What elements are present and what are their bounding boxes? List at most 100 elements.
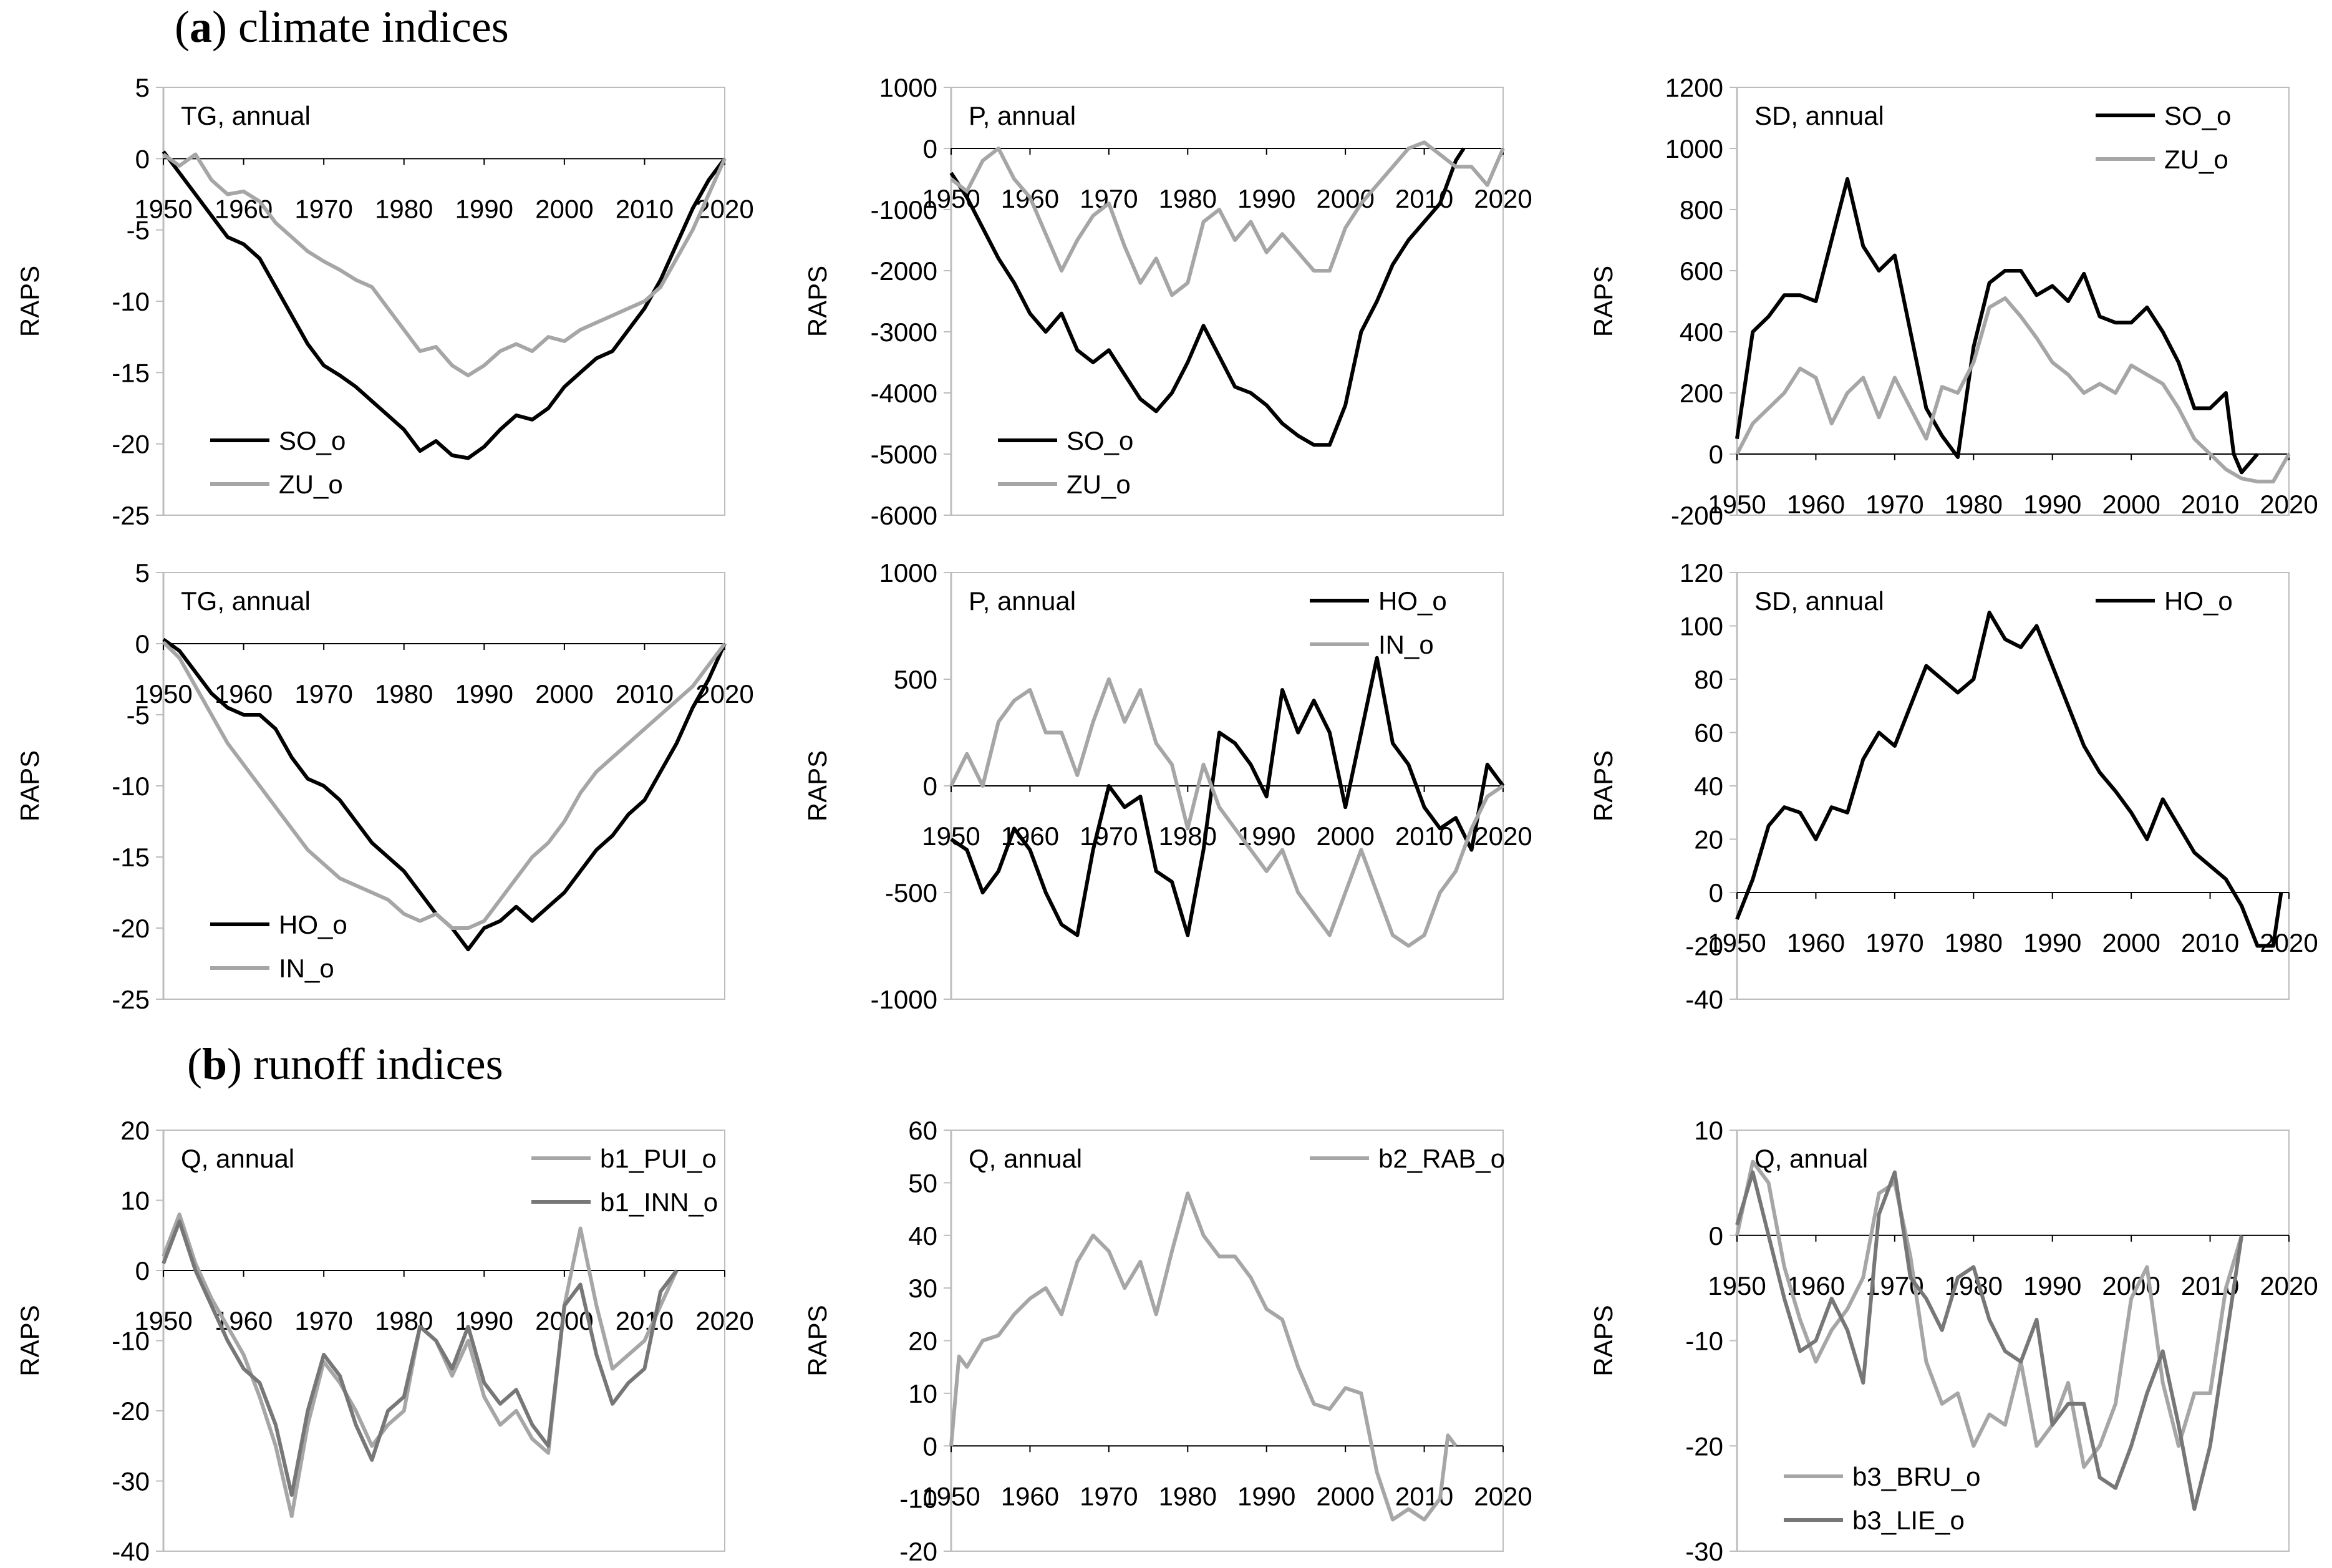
legend-label: SO_o (2164, 101, 2231, 130)
y-axis-label: RAPS (1589, 1305, 1618, 1376)
y-tick-label: 50 (908, 1168, 937, 1198)
y-tick-label: 20 (1694, 825, 1723, 854)
series-line-ZU_o (950, 140, 1505, 298)
y-tick-label: -1000 (871, 195, 937, 225)
y-axis-label: RAPS (803, 1305, 832, 1376)
x-tick-label: 1950 (1708, 928, 1766, 957)
x-tick-label: 2000 (1316, 821, 1374, 851)
y-tick-label: -40 (112, 1537, 150, 1566)
legend-label: HO_o (2164, 586, 2233, 616)
legend-label: SO_o (1067, 426, 1133, 455)
y-tick-label: -20 (112, 914, 150, 943)
x-tick-label: 1970 (1080, 1481, 1138, 1511)
x-tick-label: 1980 (375, 679, 433, 709)
y-tick-label: 200 (1680, 379, 1723, 408)
x-tick-label: 1990 (2023, 1271, 2081, 1300)
x-tick-label: 1950 (1708, 490, 1766, 519)
x-tick-label: 1970 (1865, 928, 1923, 957)
y-tick-label: 0 (1709, 1221, 1723, 1251)
y-tick-label: -20 (1685, 1431, 1723, 1461)
legend-label: HO_o (1378, 586, 1447, 616)
x-tick-label: 1990 (1237, 184, 1295, 213)
x-tick-label: 1970 (294, 1306, 352, 1335)
y-tick-label: -1000 (871, 985, 937, 1014)
legend-label: b1_INN_o (600, 1188, 718, 1217)
y-tick-label: 0 (1709, 440, 1723, 469)
y-tick-label: 0 (135, 1256, 150, 1285)
y-tick-label: 5 (135, 558, 150, 588)
y-tick-label: 0 (923, 134, 937, 163)
series-line-SO_o (949, 147, 1466, 447)
y-tick-label: -10 (899, 1484, 937, 1514)
plot-area (951, 87, 1504, 516)
x-tick-label: 1970 (1080, 821, 1138, 851)
y-tick-label: -10 (1685, 1327, 1723, 1356)
y-axis-label: RAPS (1589, 266, 1618, 337)
x-tick-label: 2010 (2181, 490, 2239, 519)
section-label: runoff indices (253, 1039, 503, 1089)
x-tick-label: 1990 (2023, 928, 2081, 957)
y-tick-label: -20 (1685, 932, 1723, 961)
plot-area (1736, 1130, 2290, 1552)
chart-title: P, annual (969, 101, 1076, 130)
y-tick-label: 40 (908, 1221, 937, 1251)
y-axis-label: RAPS (15, 750, 44, 821)
series-line-ZU_o (162, 152, 727, 377)
x-tick-label: 1990 (455, 679, 513, 709)
x-tick-label: 1960 (1787, 928, 1845, 957)
x-tick-label: 1980 (1945, 490, 2003, 519)
x-tick-label: 2020 (2260, 928, 2318, 957)
y-axis-label: RAPS (803, 750, 832, 821)
y-tick-label: 120 (1680, 558, 1723, 588)
y-tick-label: 1200 (1665, 73, 1723, 102)
y-tick-label: 0 (923, 1431, 937, 1461)
y-tick-label: -2000 (871, 256, 937, 286)
x-tick-label: 2010 (2181, 928, 2239, 957)
y-tick-label: -5 (127, 700, 150, 730)
y-tick-label: -20 (112, 430, 150, 459)
series-line-b3_LIE_o (1735, 1170, 2244, 1511)
y-tick-label: -40 (1685, 985, 1723, 1014)
chart-title: Q, annual (1754, 1144, 1868, 1173)
y-tick-label: -20 (112, 1396, 150, 1426)
chart-title: P, annual (969, 586, 1076, 616)
series-line-b2_RAB_o (949, 1191, 1458, 1522)
section-heading-climate: (a) climate indices (175, 2, 509, 52)
y-tick-label: 60 (1694, 719, 1723, 748)
y-tick-label: 500 (894, 665, 937, 694)
x-tick-label: 2010 (616, 194, 674, 223)
legend-label: b1_PUI_o (600, 1144, 717, 1173)
y-axis-label: RAPS (803, 266, 832, 337)
series-line-ZU_o (1735, 296, 2291, 484)
y-tick-label: -15 (112, 843, 150, 872)
y-tick-label: 0 (923, 772, 937, 801)
y-tick-label: -10 (112, 1327, 150, 1356)
x-tick-label: 2000 (1316, 1481, 1374, 1511)
section-label: climate indices (238, 2, 509, 52)
y-tick-label: -200 (1671, 501, 1723, 530)
legend-label: HO_o (279, 910, 347, 939)
y-tick-label: -30 (1685, 1537, 1723, 1566)
x-tick-label: 2000 (535, 679, 593, 709)
y-tick-label: 1000 (879, 73, 937, 102)
y-axis-label: RAPS (15, 266, 44, 337)
series-line-b3_BRU_o (1735, 1159, 2243, 1469)
y-tick-label: 5 (135, 73, 150, 102)
series-line-SO_o (1735, 177, 2259, 475)
y-tick-label: 10 (1694, 1116, 1723, 1145)
y-tick-label: -10 (112, 287, 150, 316)
series-line-IN_o (949, 677, 1504, 948)
y-tick-label: -500 (885, 878, 937, 907)
series-line-SO_o (162, 150, 727, 460)
x-tick-label: 2020 (1474, 1481, 1532, 1511)
y-tick-label: 30 (908, 1274, 937, 1303)
x-tick-label: 1950 (134, 679, 192, 709)
legend-label: ZU_o (279, 470, 343, 499)
y-tick-label: -4000 (871, 379, 937, 408)
